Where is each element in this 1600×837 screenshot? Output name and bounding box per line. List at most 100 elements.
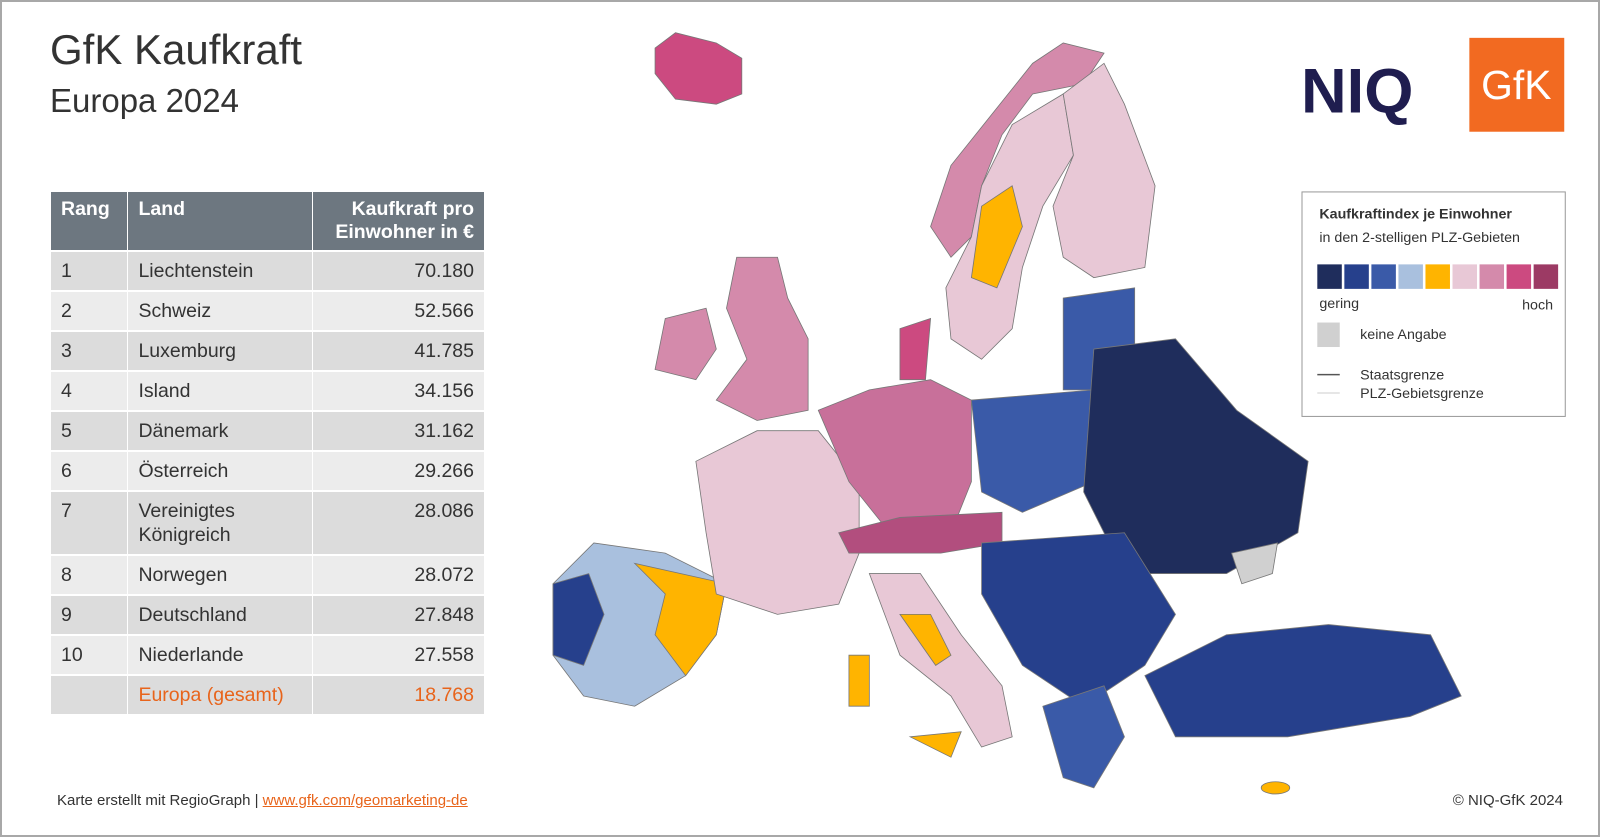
region	[654, 32, 743, 105]
legend-low: gering	[1319, 296, 1359, 312]
table-cell: Norwegen	[127, 554, 314, 595]
legend-no-data-swatch	[1317, 322, 1340, 348]
table-row: 3 Luxemburg 41.785	[51, 330, 485, 371]
legend-high: hoch	[1522, 297, 1553, 313]
table-cell: 1	[51, 250, 129, 291]
footer-copyright: © NIQ-GfK 2024	[1452, 792, 1563, 809]
region	[715, 256, 809, 421]
gfk-logo-box	[1469, 37, 1565, 132]
legend-swatch	[1452, 264, 1477, 289]
region	[1042, 685, 1125, 789]
region	[1260, 781, 1291, 795]
niq-logo: NIQ	[1301, 56, 1413, 126]
legend-swatch	[1371, 264, 1396, 289]
table-row: 4 Island 34.156	[51, 370, 485, 411]
total-row: Europa (gesamt) 18.768	[51, 674, 485, 714]
legend-swatch	[1344, 264, 1369, 289]
legend-swatch	[1479, 264, 1505, 289]
ranking-table: Rang Land Kaufkraft pro Einwohner in € 1 Li…	[51, 192, 485, 714]
region	[908, 731, 962, 758]
region	[1052, 62, 1156, 279]
region	[970, 185, 1023, 289]
table-cell: 5	[51, 410, 129, 451]
table-cell: Schweiz	[127, 290, 314, 331]
table-cell: Deutschland	[127, 594, 314, 635]
legend-swatch	[1317, 264, 1342, 289]
table-cell: 4	[51, 370, 129, 411]
region	[817, 379, 972, 534]
credit-link[interactable]: www.gfk.com/geomarketing-de	[262, 792, 468, 809]
credit-text: Karte erstellt mit RegioGraph |	[57, 792, 263, 809]
region	[848, 654, 870, 707]
table-header: Rang Land Kaufkraft pro Einwohner in €	[51, 192, 485, 251]
legend-title: Kaufkraftindex je Einwohner	[1319, 206, 1512, 222]
table-cell: 6	[51, 450, 129, 491]
table-row: 6 Österreich 29.266	[51, 450, 485, 491]
table-cell: Luxemburg	[127, 330, 314, 371]
table-row: 1 Liechtenstein 70.180	[51, 250, 485, 291]
legend-zip-border: PLZ-Gebietsgrenze	[1360, 386, 1484, 402]
legend-state-border: Staatsgrenze	[1360, 368, 1444, 384]
column-header: Rang	[51, 192, 129, 251]
region	[899, 317, 932, 381]
region	[1083, 338, 1309, 574]
table-row: 9 Deutschland 27.848	[51, 594, 485, 635]
table-cell: 34.156	[312, 370, 485, 411]
title: GfK Kaufkraft	[50, 26, 303, 73]
table-cell: Österreich	[127, 450, 314, 491]
table-row: 8 Norwegen 28.072	[51, 554, 485, 595]
table-cell: 29.266	[312, 450, 485, 491]
region	[1231, 542, 1279, 585]
europe-map	[552, 32, 1462, 795]
subtitle: Europa 2024	[50, 82, 239, 119]
table-cell: 9	[51, 594, 129, 635]
region	[695, 430, 860, 615]
table-cell: 8	[51, 554, 129, 595]
table-cell: 28.086	[312, 490, 485, 555]
column-header: Kaufkraft pro Einwohner in €	[312, 192, 485, 251]
column-header: Land	[127, 192, 314, 251]
region	[981, 532, 1176, 707]
table-row: 5 Dänemark 31.162	[51, 410, 485, 451]
table-cell: Liechtenstein	[127, 250, 314, 291]
region	[899, 613, 952, 666]
table-row: 7 Vereinigtes Königreich 28.086	[51, 490, 485, 555]
legend-subtitle: in den 2-stelligen PLZ-Gebieten	[1319, 230, 1520, 246]
table-body: 1 Liechtenstein 70.180 2 Schweiz 52.566 3 Luxem…	[51, 250, 485, 714]
legend-swatch	[1398, 264, 1423, 289]
region	[654, 307, 717, 381]
legend-swatch	[1506, 264, 1532, 289]
region	[970, 389, 1095, 513]
table-cell: 41.785	[312, 330, 485, 371]
total-value: 18.768	[312, 674, 485, 714]
table-cell: 10	[51, 634, 129, 675]
table-cell: 7	[51, 490, 129, 555]
table-row: 2 Schweiz 52.566	[51, 290, 485, 331]
table-cell: 70.180	[312, 250, 485, 291]
legend-no-data: keine Angabe	[1360, 327, 1447, 343]
table-cell: Dänemark	[127, 410, 314, 451]
table-cell: Island	[127, 370, 314, 411]
legend: Kaufkraftindex je Einwohner in den 2-ste…	[1301, 191, 1566, 417]
total-label: Europa (gesamt)	[127, 674, 314, 714]
table-cell: 2	[51, 290, 129, 331]
region	[1144, 624, 1462, 738]
region	[838, 511, 1003, 554]
legend-swatch	[1533, 264, 1559, 289]
gfk-logo: GfK	[1481, 62, 1551, 108]
table-cell	[51, 674, 129, 714]
table-cell: Niederlande	[127, 634, 314, 675]
table-cell: 27.558	[312, 634, 485, 675]
legend-box	[1301, 191, 1566, 417]
table-cell: 28.072	[312, 554, 485, 595]
table-cell: Vereinigtes Königreich	[127, 490, 314, 555]
table-row: 10 Niederlande 27.558	[51, 634, 485, 675]
table-cell: 3	[51, 330, 129, 371]
legend-swatch	[1425, 264, 1450, 289]
table-cell: 52.566	[312, 290, 485, 331]
table-cell: 31.162	[312, 410, 485, 451]
footer-credit: Karte erstellt mit RegioGraph | www.gfk.…	[57, 792, 468, 809]
region	[552, 573, 605, 666]
